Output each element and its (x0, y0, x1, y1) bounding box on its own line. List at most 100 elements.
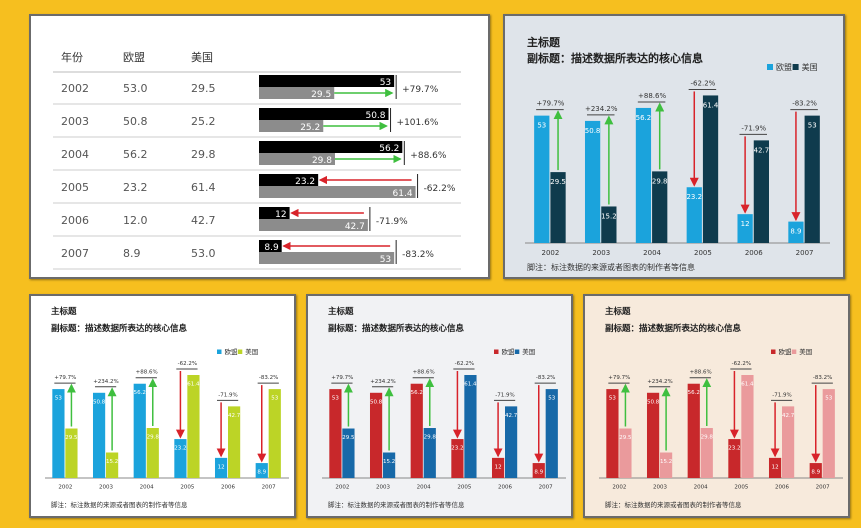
bar-eu (491, 457, 505, 478)
bar-us-label: 29.8 (652, 177, 668, 185)
bar-us (505, 406, 518, 478)
table-eu-value: 50.8 (123, 115, 148, 128)
table-us-bar-label: 25.2 (300, 123, 320, 133)
x-tick-label: 2003 (653, 485, 667, 491)
change-pct: -62.2% (178, 361, 197, 367)
bar-us-label: 29.5 (619, 435, 632, 441)
change-pct: +88.6% (638, 92, 666, 100)
bar-eu-label: 12 (772, 464, 779, 470)
bar-eu-label: 8.9 (811, 470, 820, 476)
chart-panel-3: 主标题 副标题：描述数据所表达的核心信息 欧盟 美国 53 29.5 +79.7% 2002 5… (306, 294, 573, 518)
bar-us (268, 389, 281, 478)
bar-us-label: 15.2 (106, 459, 118, 465)
bar-us (423, 428, 436, 478)
bar-eu (214, 457, 228, 478)
legend-label-0: 欧盟 (225, 347, 239, 356)
bar-us (660, 452, 673, 478)
bar-eu (410, 383, 423, 478)
bar-us (804, 115, 820, 243)
change-pct: +88.6% (690, 370, 712, 376)
chart-subtitle: 副标题：描述数据所表达的核心信息 (527, 51, 703, 65)
table-eu-bar (259, 108, 389, 120)
legend-label-1: 美国 (522, 347, 535, 356)
legend-label-0: 欧盟 (776, 62, 792, 72)
bar-us-label: 29.5 (65, 435, 78, 441)
bar-eu-label: 53 (609, 396, 616, 402)
legend-label-1: 美国 (802, 62, 818, 72)
legend-swatch-1 (791, 349, 797, 354)
chart-title: 主标题 (527, 35, 561, 49)
table-us-bar-label: 42.7 (345, 222, 365, 232)
bar-eu (52, 389, 65, 478)
bar-eu (809, 463, 822, 478)
change-pct: +234.2% (585, 105, 618, 113)
table-change-pct: -83.2% (402, 250, 434, 260)
bar-eu (532, 463, 545, 478)
bar-us-label: 42.7 (505, 413, 518, 419)
legend-swatch-1 (514, 349, 520, 354)
bar-eu (788, 221, 804, 243)
bar-us-label: 29.8 (147, 435, 160, 441)
bar-eu-label: 50.8 (370, 399, 383, 405)
change-pct: -83.2% (792, 100, 817, 108)
change-pct: +88.6% (136, 370, 158, 376)
bar-us (464, 375, 477, 478)
bar-eu-label: 12 (495, 464, 502, 470)
table-eu-value: 8.9 (123, 247, 141, 260)
table-eu-bar-label: 23.2 (295, 177, 315, 187)
change-pct: +79.7% (608, 375, 630, 381)
table-change-pct: +101.6% (397, 118, 439, 128)
table-eu-bar (259, 207, 290, 219)
legend-swatch-1 (792, 64, 799, 70)
table-eu-bar (259, 75, 395, 87)
table-us-value: 29.5 (191, 82, 216, 95)
table-us-bar-label: 29.5 (311, 90, 331, 100)
chart-title: 主标题 (328, 306, 354, 317)
chart-subtitle: 副标题：描述数据所表达的核心信息 (328, 323, 465, 334)
x-tick-label: 2006 (775, 485, 789, 491)
table-change-pct: -71.9% (376, 217, 408, 227)
table-change-pct: +79.7% (402, 85, 439, 95)
table-eu-bar-label: 56.2 (379, 144, 399, 154)
bar-eu-label: 23.2 (451, 446, 463, 452)
bar-eu-label: 23.2 (174, 446, 186, 452)
table-year: 2004 (61, 148, 89, 161)
legend-swatch-0 (494, 349, 499, 354)
bar-us (619, 428, 632, 478)
bar-eu-label: 56.2 (636, 114, 652, 122)
chart-panel-4: 主标题 副标题：描述数据所表达的核心信息 欧盟 美国 53 29.5 +79.7% 2002 5… (583, 294, 850, 518)
legend-swatch-0 (217, 349, 222, 354)
change-pct: -62.2% (455, 361, 474, 367)
x-tick-label: 2005 (734, 485, 748, 491)
table-us-value: 61.4 (191, 181, 216, 194)
change-pct: +79.7% (536, 100, 564, 108)
change-pct: +88.6% (413, 370, 435, 376)
table-year: 2002 (61, 82, 89, 95)
table-us-value: 42.7 (191, 214, 216, 227)
bar-eu (737, 214, 753, 243)
bar-us (228, 406, 241, 478)
x-tick-label: 2002 (612, 485, 626, 491)
change-pct: +79.7% (54, 375, 76, 381)
bar-us (822, 389, 835, 478)
change-pct: -83.2% (259, 375, 278, 381)
table-us-value: 53.0 (191, 247, 216, 260)
bar-us-label: 53 (825, 396, 832, 402)
bar-eu-label: 8.9 (790, 228, 801, 236)
bar-us-label: 61.4 (703, 101, 719, 109)
table-us-bar-label: 61.4 (393, 189, 413, 199)
bar-us (550, 172, 566, 243)
chart-subtitle: 副标题：描述数据所表达的核心信息 (51, 323, 188, 334)
x-tick-label: 2004 (417, 485, 431, 491)
table-us-bar (259, 87, 335, 99)
bar-eu-label: 56.2 (688, 390, 700, 396)
bar-eu-label: 56.2 (411, 390, 423, 396)
table-change-pct: -62.2% (424, 184, 456, 194)
bar-us-label: 29.5 (342, 435, 355, 441)
change-pct: -62.2% (732, 361, 751, 367)
table-us-bar (259, 186, 416, 198)
bar-us-label: 42.7 (782, 413, 795, 419)
bar-eu (687, 383, 700, 478)
bar-eu (369, 392, 383, 478)
table-eu-bar-label: 12 (275, 210, 286, 220)
